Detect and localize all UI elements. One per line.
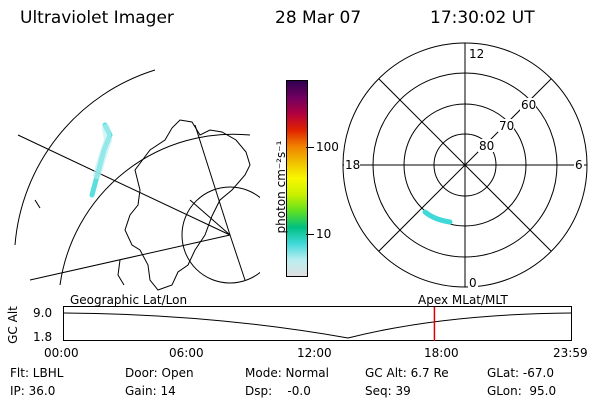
info-door: Door: Open <box>125 366 194 380</box>
info-gain: Gain: 14 <box>125 384 176 398</box>
coastline-islet <box>34 199 41 209</box>
time-tick-0000: 00:00 <box>44 346 79 360</box>
info-gc-alt: GC Alt: 6.7 Re <box>365 366 449 380</box>
altitude-strip <box>63 306 572 341</box>
mlt-label-0: 0 <box>469 276 477 290</box>
aurora-arc-geo-halo <box>93 124 113 179</box>
apex-caption: Apex MLat/MLT <box>418 293 508 307</box>
mlat-label-80: 80 <box>479 139 494 153</box>
mlt-label-12: 12 <box>469 47 484 61</box>
polar-plot: 12 18 6 0 80 70 60 <box>342 42 588 290</box>
label-bg-6 <box>574 157 584 170</box>
mlat-label-70: 70 <box>499 119 514 133</box>
info-glat: GLat: -67.0 <box>487 366 554 380</box>
geo-lat-arc-middle <box>59 133 251 286</box>
mlt-label-18: 18 <box>345 158 360 172</box>
label-bg-18 <box>344 157 360 170</box>
geo-meridian-4 <box>229 234 246 281</box>
label-bg-12 <box>468 47 484 60</box>
label-bg-0 <box>468 276 478 289</box>
geo-meridian-1 <box>17 134 231 236</box>
aurora-arc-polar <box>422 209 453 225</box>
time-tick-1800: 18:00 <box>424 346 459 360</box>
mlat-label-60: 60 <box>521 98 536 112</box>
colorbar-label-100: 100 <box>316 140 339 154</box>
alt-ymin-label: 1.8 <box>33 330 53 344</box>
date-label: 28 Mar 07 <box>275 8 362 28</box>
colorbar-tick-100 <box>306 147 314 148</box>
geo-meridian-2 <box>29 234 231 281</box>
time-tick-1200: 12:00 <box>297 346 332 360</box>
geo-caption: Geographic Lat/Lon <box>70 293 188 307</box>
mlt-label-6: 6 <box>575 158 583 172</box>
geo-meridian-3 <box>194 124 231 236</box>
time-tick-2359: 23:59 <box>553 346 588 360</box>
geographic-map <box>14 69 260 291</box>
altitude-strip-frame <box>63 306 572 341</box>
colorbar-label-10: 10 <box>316 227 332 241</box>
colorbar-gradient <box>287 81 307 276</box>
label-bg-80 <box>478 139 494 152</box>
geo-lat-arc-outer <box>14 69 156 246</box>
info-dsp: Dsp: -0.0 <box>245 384 311 398</box>
info-filter: Flt: LBHL <box>10 366 64 380</box>
alt-ymax-label: 9.0 <box>33 306 53 320</box>
time-label: 17:30:02 UT <box>430 8 535 28</box>
gc-alt-axis-label: GC Alt <box>6 306 20 344</box>
info-ip: IP: 36.0 <box>10 384 56 398</box>
colorbar <box>286 80 308 277</box>
info-glon: GLon: 95.0 <box>487 384 557 398</box>
colorbar-units: photon cm⁻²s⁻¹ <box>274 140 288 234</box>
coastline <box>124 119 251 291</box>
label-bg-60 <box>520 98 536 111</box>
geo-meridian-5 <box>189 199 231 236</box>
label-bg-70 <box>498 119 514 132</box>
instrument-title: Ultraviolet Imager <box>20 8 174 28</box>
info-mode: Mode: Normal <box>245 366 329 380</box>
geo-lat-circle-inner <box>181 186 260 284</box>
colorbar-tick-10 <box>306 234 314 235</box>
time-tick-0600: 06:00 <box>169 346 204 360</box>
info-seq: Seq: 39 <box>365 384 411 398</box>
coastline-peninsula <box>117 259 125 286</box>
altitude-curve <box>63 312 572 339</box>
